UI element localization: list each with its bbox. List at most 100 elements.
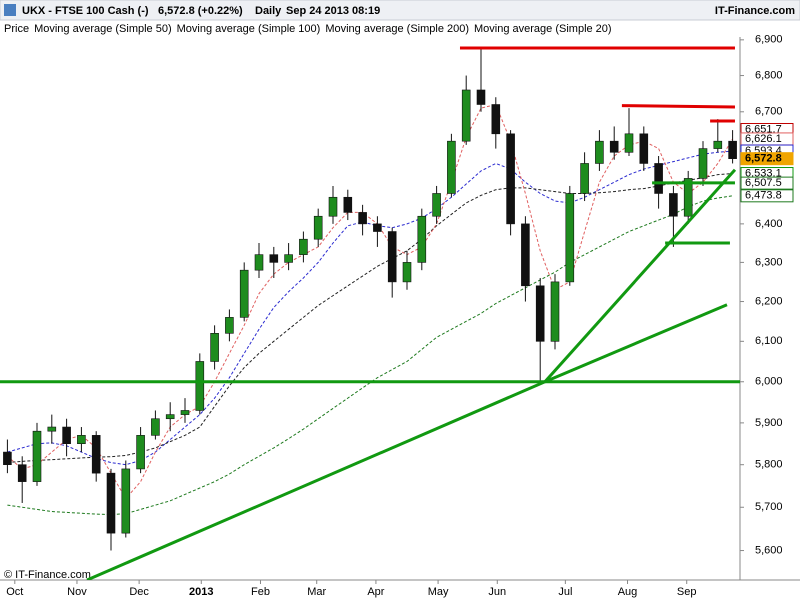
candle-body [698,148,708,179]
candle-body [373,223,382,232]
y-tick-label: 5,900 [755,417,783,429]
source: IT-Finance.com [715,5,795,17]
candle-body [595,140,604,164]
candle-body [387,231,397,283]
candle-body [609,140,619,153]
candle-body [461,89,471,142]
y-tick-label: 6,300 [755,256,783,268]
y-tick-label: 6,800 [755,69,783,81]
candle-body [195,361,205,411]
candle-body [521,223,530,287]
chart-subtitle: 6,572.8 (+0.22%) [158,5,243,17]
x-tick-label: Sep [677,586,697,598]
x-tick-label: Jul [558,586,572,598]
candle-body [639,133,649,164]
trend-line [621,104,735,109]
candle-body [47,426,57,432]
candle-body [180,410,190,415]
y-tick-label: 6,000 [755,376,783,388]
x-tick-label: Jun [488,586,506,598]
header-icon [4,4,16,16]
level-label: 6,533.1 [745,167,782,179]
candle-body [669,193,678,217]
y-tick-label: 5,700 [755,501,783,513]
level-label: 6,473.8 [745,190,782,202]
legend-label: Moving average (Simple 200) [325,23,469,35]
level-label: 6,626.1 [745,133,782,145]
candle-body [151,418,160,436]
level-box [740,176,794,190]
x-tick-label: Apr [367,586,384,598]
level-label: 6,651.7 [745,123,782,135]
trend-line [544,303,728,384]
candle-body [417,215,427,263]
candle-body [713,140,723,149]
candle-body [77,435,86,445]
header-bar [0,0,800,21]
x-tick-label: Mar [307,586,326,598]
moving-average [7,150,733,466]
y-tick-label: 6,900 [755,34,783,46]
x-tick-label: 2013 [189,586,213,598]
candle-body [491,104,501,135]
legend: Price Moving average (Simple 50) Moving av… [4,23,612,35]
candle-body [284,254,293,263]
candle-body [654,163,663,194]
candle-body [313,215,323,240]
level-label: 6,507.5 [745,177,782,189]
candle-body [624,133,634,153]
candle-body [683,178,693,217]
candle-body [121,468,131,534]
candle-body [402,262,412,283]
level-label: 6,572.8 [745,153,782,165]
level-box [740,189,794,203]
moving-average [7,103,734,500]
timestamp: Sep 24 2013 08:19 [286,5,380,17]
legend-label: Moving average (Simple 50) [34,23,172,35]
candle-body [136,435,145,470]
x-tick-label: Oct [6,586,23,598]
y-tick-label: 5,800 [755,459,783,471]
candle-body [3,451,12,466]
candle-body [165,414,175,420]
y-tick-label: 6,400 [755,218,783,230]
x-tick-label: Nov [67,586,87,598]
chart-title: UKX - FTSE 100 Cash (-) [22,5,149,17]
candle-body [565,193,575,283]
candle-body [432,193,441,217]
candle-body [580,163,589,194]
legend-label: Moving average (Simple 100) [177,23,321,35]
candle-body [476,89,486,105]
candle-body [328,196,338,217]
candle-body [550,281,560,342]
candle-body [343,196,353,213]
moving-average [7,173,733,464]
candle-body [358,212,367,225]
candle-body [447,140,456,194]
trend-line [86,380,546,580]
x-tick-label: Dec [129,586,149,598]
y-tick-label: 6,700 [755,106,783,118]
level-box [740,152,794,166]
candle-body [239,269,249,318]
candle-body [210,333,219,362]
y-tick-label: 6,100 [755,335,783,347]
candle-body [254,254,264,271]
candle-body [91,435,101,474]
x-tick-label: May [428,586,449,598]
trend-line [543,168,737,383]
copyright: © IT-Finance.com [4,569,91,581]
plot-area [0,46,740,580]
candle-body [299,238,308,255]
y-tick-label: 6,200 [755,295,783,307]
legend-label: Price [4,23,29,35]
legend-label: Moving average (Simple 20) [474,23,612,35]
moving-average [7,195,733,516]
x-tick-label: Feb [251,586,270,598]
candle-body [269,254,279,263]
candle-body [106,472,116,534]
candle-body [728,140,737,159]
period: Daily [255,5,282,17]
candle-body [535,285,545,342]
